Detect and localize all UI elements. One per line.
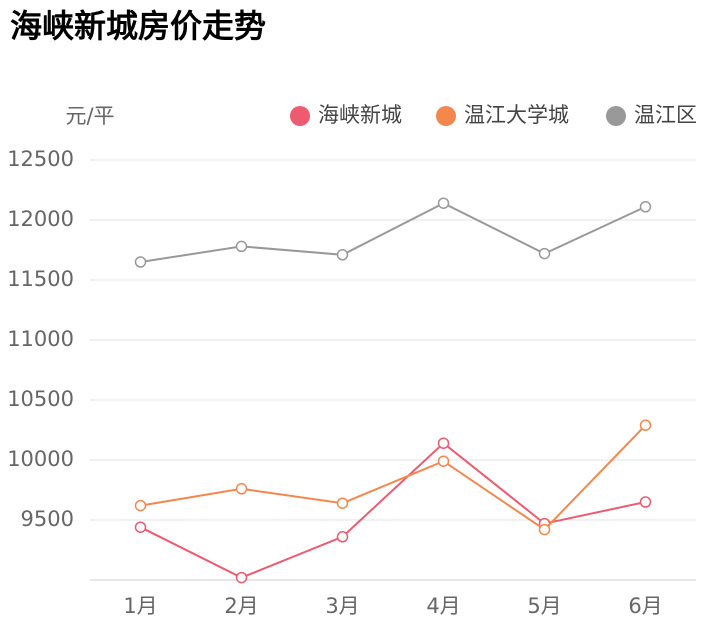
data-point <box>235 483 248 495</box>
y-tick-label: 12500 <box>7 147 74 171</box>
legend-marker <box>606 106 626 126</box>
legend-label: 温江区 <box>634 103 697 127</box>
data-point <box>134 521 147 533</box>
x-tick-label: 4月 <box>426 594 460 618</box>
data-point <box>134 256 147 268</box>
legend-marker <box>290 106 310 126</box>
data-point <box>437 197 450 209</box>
data-point <box>538 523 551 536</box>
x-tick-label: 2月 <box>224 594 258 618</box>
x-tick-label: 6月 <box>628 594 662 618</box>
legend-label: 温江大学城 <box>464 103 569 127</box>
data-point <box>437 455 450 467</box>
chart-title: 海峡新城房价走势 <box>10 7 266 45</box>
data-point <box>639 201 652 213</box>
y-unit: 元/平 <box>65 104 114 128</box>
data-point <box>336 497 349 509</box>
data-point <box>639 496 652 508</box>
y-tick-label: 11000 <box>7 327 74 351</box>
legend-label: 海峡新城 <box>318 103 402 127</box>
series-line <box>140 424 647 531</box>
data-point <box>336 249 349 261</box>
series-line <box>140 202 646 263</box>
data-point <box>437 437 450 449</box>
y-tick-label: 12000 <box>7 207 74 231</box>
x-tick-label: 3月 <box>325 594 359 618</box>
data-point <box>134 499 147 512</box>
y-tick-label: 10000 <box>7 447 74 471</box>
y-tick-label: 11500 <box>7 267 74 291</box>
data-point <box>235 240 248 253</box>
legend-marker <box>436 106 456 126</box>
series-line <box>140 441 646 579</box>
y-tick-label: 9500 <box>21 507 74 531</box>
data-point <box>639 419 652 431</box>
data-point <box>235 571 248 584</box>
y-tick-label: 10500 <box>7 387 74 411</box>
x-tick-label: 1月 <box>123 594 157 618</box>
data-point <box>538 247 551 260</box>
data-point <box>336 531 349 543</box>
x-tick-label: 5月 <box>527 594 561 618</box>
